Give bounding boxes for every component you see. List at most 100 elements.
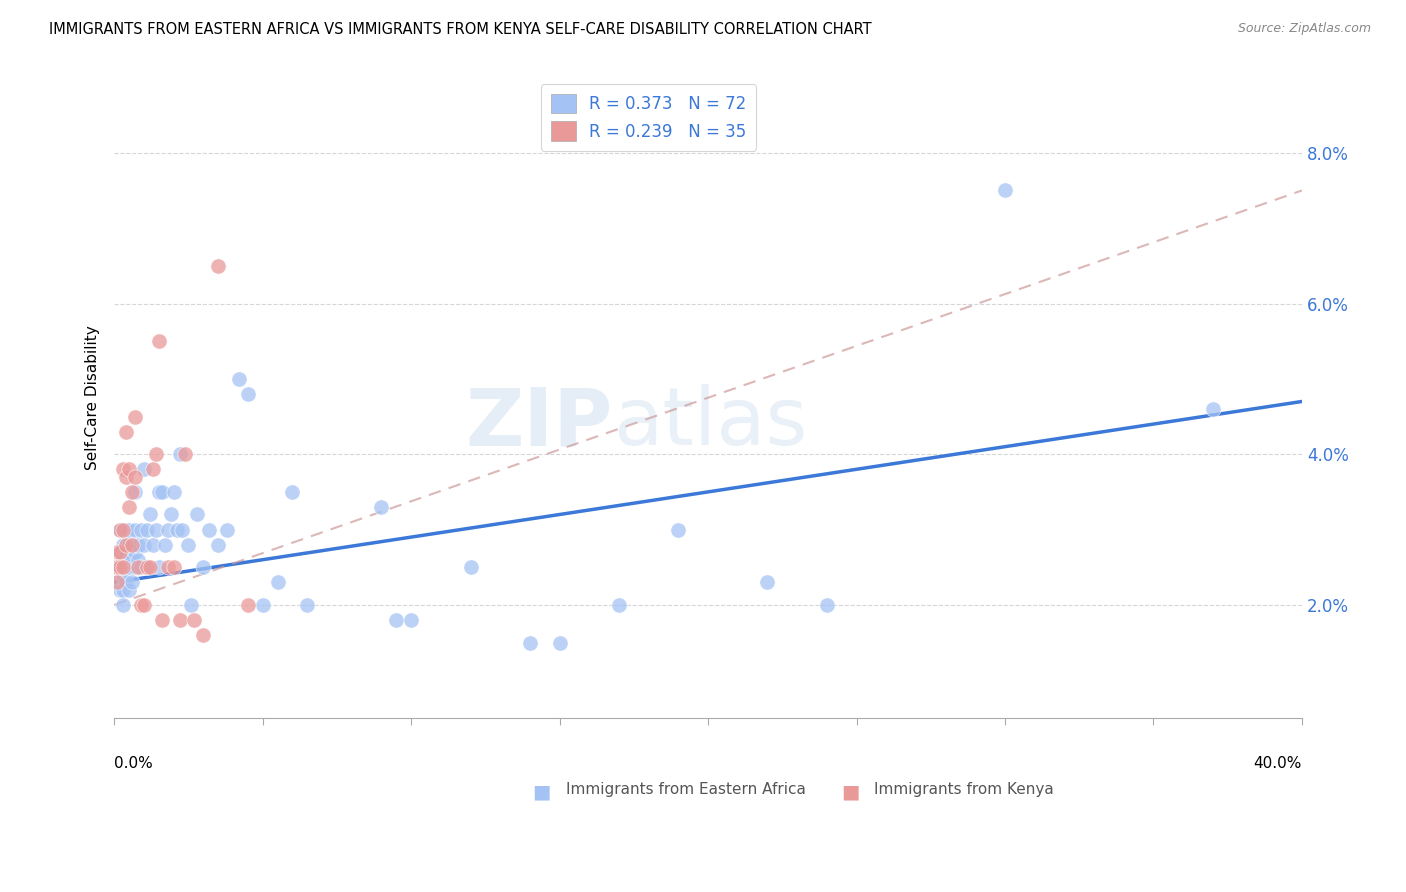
Point	[399, 613, 422, 627]
Point	[132, 538, 155, 552]
Point	[172, 523, 194, 537]
Point	[105, 575, 128, 590]
Point	[159, 508, 181, 522]
Point	[118, 523, 141, 537]
Point	[127, 560, 149, 574]
Point	[112, 560, 135, 574]
Point	[112, 598, 135, 612]
Point	[127, 538, 149, 552]
Text: 0.0%: 0.0%	[114, 756, 153, 772]
Point	[148, 334, 170, 348]
Point	[139, 560, 162, 574]
Point	[169, 447, 191, 461]
Point	[148, 560, 170, 574]
Point	[252, 598, 274, 612]
Point	[162, 484, 184, 499]
Point	[112, 552, 135, 566]
Point	[118, 462, 141, 476]
Point	[180, 598, 202, 612]
Point	[236, 387, 259, 401]
Point	[118, 560, 141, 574]
Point	[124, 409, 146, 424]
Text: Immigrants from Eastern Africa: Immigrants from Eastern Africa	[565, 782, 806, 797]
Text: 40.0%: 40.0%	[1254, 756, 1302, 772]
Point	[756, 575, 779, 590]
Point	[193, 628, 215, 642]
Point	[115, 575, 138, 590]
Point	[132, 462, 155, 476]
Point	[124, 470, 146, 484]
Point	[108, 545, 131, 559]
Point	[108, 582, 131, 597]
Point	[135, 560, 157, 574]
Point	[112, 567, 135, 582]
Point	[142, 462, 165, 476]
Point	[121, 552, 143, 566]
Point	[207, 259, 229, 273]
Point	[519, 635, 541, 649]
Text: IMMIGRANTS FROM EASTERN AFRICA VS IMMIGRANTS FROM KENYA SELF-CARE DISABILITY COR: IMMIGRANTS FROM EASTERN AFRICA VS IMMIGR…	[49, 22, 872, 37]
Point	[193, 560, 215, 574]
Point	[108, 523, 131, 537]
Point	[129, 523, 152, 537]
Point	[127, 552, 149, 566]
Point	[115, 523, 138, 537]
Point	[112, 538, 135, 552]
Point	[370, 500, 392, 514]
Point	[105, 575, 128, 590]
Point	[139, 508, 162, 522]
Point	[118, 582, 141, 597]
Point	[108, 523, 131, 537]
Point	[115, 425, 138, 439]
Point	[207, 538, 229, 552]
Point	[183, 613, 205, 627]
Point	[115, 538, 138, 552]
Text: ■: ■	[841, 782, 860, 801]
Point	[153, 538, 176, 552]
Point	[108, 545, 131, 559]
Point	[295, 598, 318, 612]
Point	[115, 470, 138, 484]
Point	[124, 484, 146, 499]
Point	[186, 508, 208, 522]
Legend: R = 0.373   N = 72, R = 0.239   N = 35: R = 0.373 N = 72, R = 0.239 N = 35	[541, 84, 756, 151]
Point	[150, 484, 173, 499]
Point	[148, 484, 170, 499]
Point	[815, 598, 838, 612]
Point	[548, 635, 571, 649]
Point	[121, 484, 143, 499]
Point	[166, 523, 188, 537]
Point	[236, 598, 259, 612]
Point	[228, 372, 250, 386]
Point	[129, 560, 152, 574]
Point	[145, 447, 167, 461]
Point	[112, 523, 135, 537]
Point	[108, 560, 131, 574]
Point	[118, 538, 141, 552]
Point	[156, 523, 179, 537]
Text: Immigrants from Kenya: Immigrants from Kenya	[875, 782, 1054, 797]
Point	[135, 523, 157, 537]
Point	[169, 613, 191, 627]
Point	[132, 598, 155, 612]
Point	[281, 484, 304, 499]
Text: ZIP: ZIP	[465, 384, 613, 462]
Point	[266, 575, 288, 590]
Point	[607, 598, 630, 612]
Point	[994, 184, 1017, 198]
Point	[124, 545, 146, 559]
Point	[124, 523, 146, 537]
Y-axis label: Self-Care Disability: Self-Care Disability	[86, 326, 100, 470]
Point	[135, 560, 157, 574]
Point	[105, 545, 128, 559]
Point	[215, 523, 238, 537]
Point	[1202, 402, 1225, 417]
Point	[162, 560, 184, 574]
Point	[145, 523, 167, 537]
Point	[174, 447, 197, 461]
Point	[177, 538, 200, 552]
Text: atlas: atlas	[613, 384, 807, 462]
Point	[385, 613, 408, 627]
Point	[156, 560, 179, 574]
Point	[121, 538, 143, 552]
